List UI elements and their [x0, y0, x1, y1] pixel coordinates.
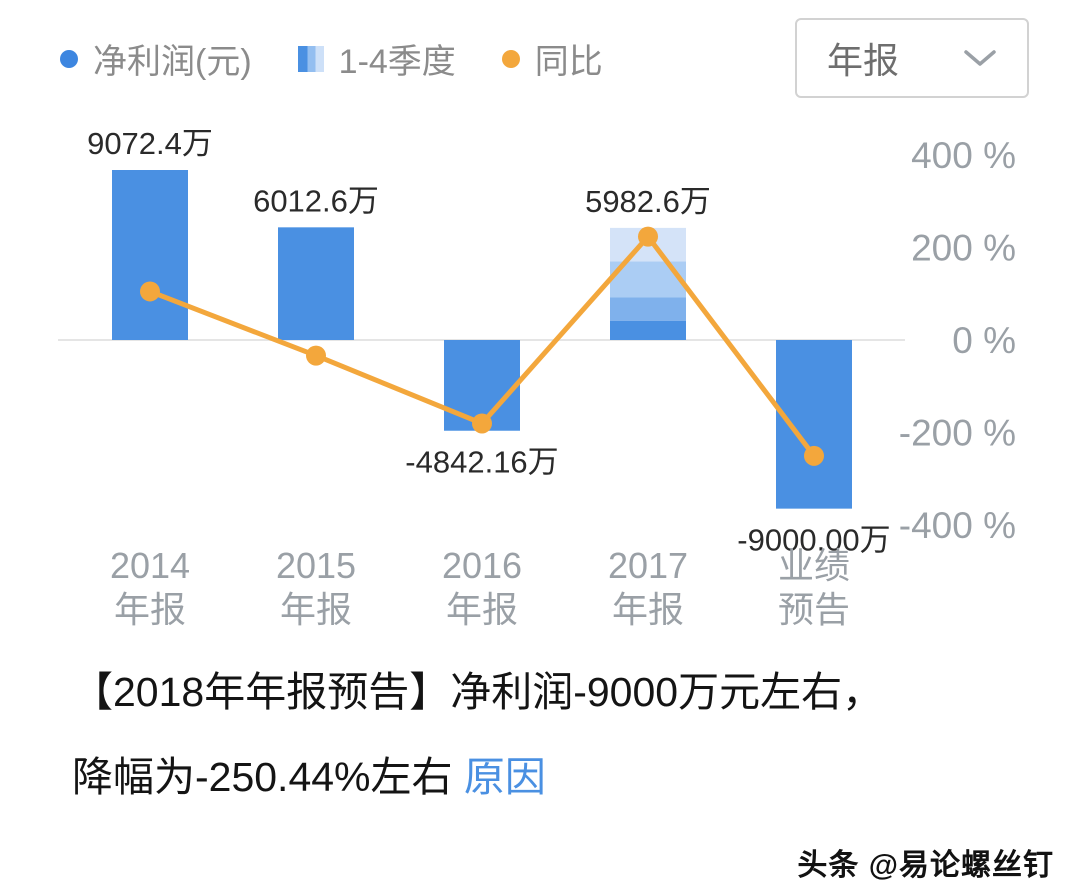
yoy-point: [804, 445, 824, 466]
x-axis-label: 2015: [276, 545, 356, 586]
yoy-dot-icon: [501, 49, 520, 68]
y-axis-tick: -200 %: [899, 413, 1016, 454]
x-axis-label: 年报: [280, 589, 352, 630]
bar-quarter-segment: [610, 320, 686, 340]
y-axis-tick: 0 %: [952, 320, 1016, 361]
forecast-summary-line1: 【2018年年报预告】净利润-9000万元左右，: [72, 669, 884, 715]
bar-value-label: 9072.4万: [87, 126, 213, 161]
x-axis-label: 预告: [778, 589, 850, 630]
x-axis-label: 年报: [612, 589, 684, 630]
net-profit-bar: [112, 170, 188, 340]
chart-legend: 净利润(元) 1-4季度 同比: [60, 34, 603, 83]
y-axis-tick: 400 %: [911, 135, 1016, 176]
legend-item-net-profit: 净利润(元): [60, 34, 252, 83]
bar-quarter-segment: [610, 297, 686, 321]
quarters-swatch-icon: [297, 45, 324, 72]
y-axis-tick: 200 %: [911, 228, 1016, 269]
x-axis-label: 2017: [608, 545, 688, 586]
yoy-point: [306, 345, 326, 366]
forecast-summary: 【2018年年报预告】净利润-9000万元左右， 降幅为-250.44%左右 原…: [72, 650, 1052, 820]
yoy-point: [638, 226, 658, 247]
y-axis-tick: -400 %: [899, 505, 1016, 546]
profit-chart: 400 % 200 % 0 % -200 % -400 % 9072.4万 6012.6万 -…: [58, 126, 1016, 630]
legend-label-yoy: 同比: [534, 43, 603, 81]
net-profit-bar: [278, 227, 354, 340]
yoy-point: [472, 413, 492, 434]
x-axis-label: 2016: [442, 545, 522, 586]
x-axis-label: 年报: [114, 589, 186, 630]
chevron-down-icon: [964, 50, 996, 66]
x-axis-label: 业绩: [778, 545, 850, 586]
bar-value-label: -4842.16万: [405, 445, 558, 480]
period-dropdown[interactable]: 年报: [795, 18, 1029, 98]
yoy-point: [140, 281, 160, 302]
reason-link[interactable]: 原因: [463, 754, 546, 800]
legend-label-net-profit: 净利润(元): [93, 43, 252, 81]
period-dropdown-value: 年报: [827, 40, 900, 81]
watermark-text: 头条 @易论螺丝钉: [797, 849, 1054, 882]
x-axis-label: 年报: [446, 589, 518, 630]
legend-item-quarters: 1-4季度: [297, 34, 456, 83]
x-axis-label: 2014: [110, 545, 190, 586]
bar-value-label: 5982.6万: [585, 184, 711, 219]
bar-value-label: 6012.6万: [253, 183, 379, 218]
net-profit-dot-icon: [60, 49, 78, 68]
legend-item-yoy: 同比: [501, 34, 603, 83]
legend-label-quarters: 1-4季度: [338, 43, 456, 81]
forecast-summary-line2: 降幅为-250.44%左右: [72, 754, 464, 800]
bar-value-label: -9000.00万: [737, 523, 890, 558]
